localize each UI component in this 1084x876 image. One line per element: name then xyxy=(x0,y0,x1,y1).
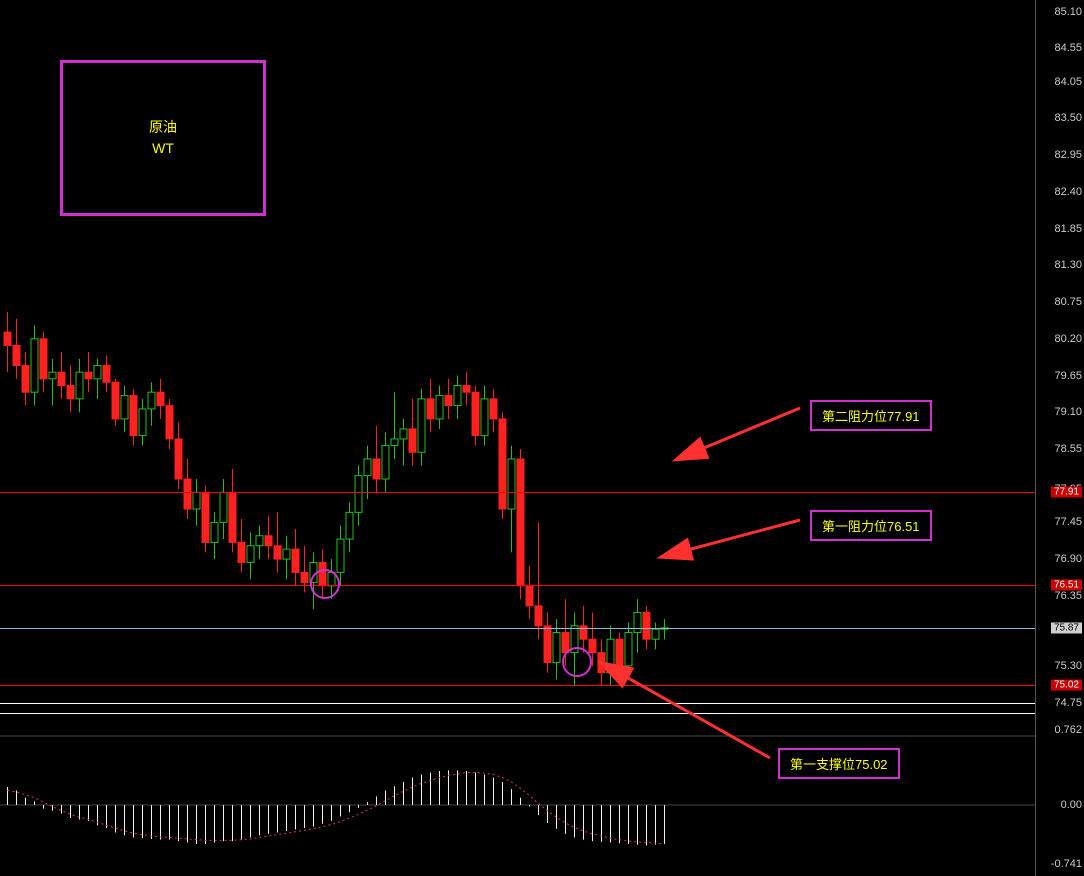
price-tick: 82.95 xyxy=(1054,149,1082,161)
fib-label: 0.762 xyxy=(1054,724,1082,736)
price-tick: 76.35 xyxy=(1054,590,1082,602)
arrows-layer xyxy=(0,0,1036,876)
price-tick: 75.30 xyxy=(1054,660,1082,672)
price-tick: 79.10 xyxy=(1054,406,1082,418)
price-tick: 83.50 xyxy=(1054,112,1082,124)
price-tick: 81.85 xyxy=(1054,223,1082,235)
price-tick: 80.20 xyxy=(1054,333,1082,345)
price-tick: 82.40 xyxy=(1054,186,1082,198)
osc-tick: 0.00 xyxy=(1061,799,1082,811)
price-tick: 80.75 xyxy=(1054,296,1082,308)
price-tick: 79.65 xyxy=(1054,370,1082,382)
price-tick: 78.55 xyxy=(1054,443,1082,455)
price-tick: 84.05 xyxy=(1054,76,1082,88)
price-tick: 84.55 xyxy=(1054,42,1082,54)
trading-chart[interactable]: 原油 WT 第二阻力位77.91 第一阻力位76.51 第一支撑位75.02 8… xyxy=(0,0,1084,876)
price-tick: 77.45 xyxy=(1054,516,1082,528)
price-tick: 76.90 xyxy=(1054,553,1082,565)
price-flag: 76.51 xyxy=(1051,580,1082,591)
price-flag: 75.02 xyxy=(1051,679,1082,690)
price-tick: 81.30 xyxy=(1054,259,1082,271)
price-flag: 77.91 xyxy=(1051,486,1082,497)
osc-tick: -0.741 xyxy=(1051,858,1082,870)
price-tick: 85.10 xyxy=(1054,6,1082,18)
price-tick: 74.75 xyxy=(1054,697,1082,709)
price-axis: 85.10 84.55 84.05 83.50 82.95 82.40 81.85 81.30… xyxy=(1035,0,1084,876)
price-flag: 75.87 xyxy=(1051,622,1082,633)
